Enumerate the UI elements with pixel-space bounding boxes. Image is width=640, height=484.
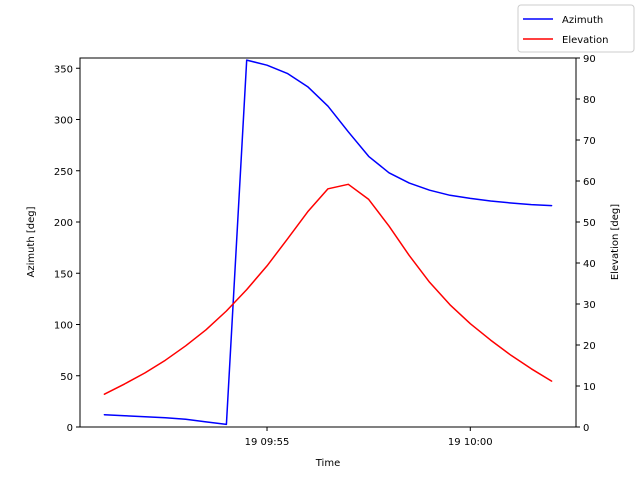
legend-label-elevation: Elevation [562,35,608,46]
left-y-axis: 0 50 100 150 200 250 300 350 [54,64,80,434]
right-y-tick-label: 0 [583,423,589,434]
left-y-tick-label: 300 [54,116,73,127]
right-y-tick-label: 30 [583,300,596,311]
left-y-tick-label: 0 [67,423,73,434]
right-y-tick-label: 40 [583,259,596,270]
right-y-tick-label: 60 [583,177,596,188]
legend: Azimuth Elevation [517,4,635,53]
right-y-axis: 0 10 20 30 40 50 60 70 80 90 [576,54,596,434]
right-y-tick-label: 20 [583,341,596,352]
plot-area-frame [79,57,577,428]
left-y-axis-label: Azimuth [deg] [26,206,37,277]
x-tick-label: 19 10:00 [448,437,493,448]
left-y-tick-label: 350 [54,64,73,75]
left-y-tick-label: 100 [54,321,73,332]
right-y-axis-label: Elevation [deg] [610,204,621,280]
legend-box [517,4,635,53]
series-line-azimuth [103,59,553,426]
right-y-tick-label: 10 [583,382,596,393]
x-tick-label: 19 09:55 [245,437,290,448]
x-axis: 19 09:55 19 10:00 [245,427,493,448]
right-y-tick-label: 70 [583,136,596,147]
series-layer [103,59,553,426]
right-y-tick-label: 80 [583,95,596,106]
left-y-tick-label: 250 [54,167,73,178]
series-line-elevation [103,183,553,395]
left-y-tick-label: 150 [54,269,73,280]
right-y-tick-label: 90 [583,54,596,65]
left-y-tick-label: 50 [60,372,73,383]
left-y-tick-label: 200 [54,218,73,229]
legend-label-azimuth: Azimuth [562,15,603,26]
right-y-tick-label: 50 [583,218,596,229]
x-axis-label: Time [315,458,340,469]
